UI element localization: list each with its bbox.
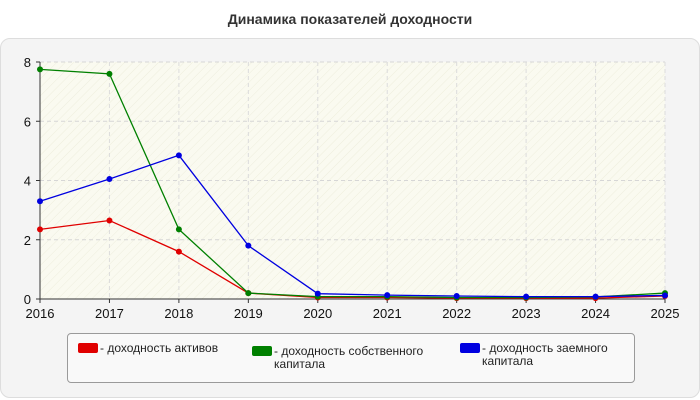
data-point-equity (245, 290, 252, 297)
data-point-debt (453, 293, 460, 300)
x-tick-label: 2017 (95, 306, 124, 321)
y-tick-label: 0 (24, 292, 31, 307)
x-tick-label: 2024 (581, 306, 610, 321)
data-point-debt (384, 292, 391, 299)
x-tick-label: 2021 (373, 306, 402, 321)
legend-item-equity: - доходность собственного капитала (252, 345, 432, 371)
legend-swatch-assets (78, 343, 98, 353)
legend-item-assets: - доходность активов (78, 342, 228, 355)
data-point-assets (37, 226, 43, 233)
x-tick-label: 2020 (303, 306, 332, 321)
legend: - доходность активов - доходность собств… (67, 333, 635, 383)
gridlines (40, 61, 666, 299)
y-tick-label: 2 (24, 233, 31, 248)
legend-swatch-debt (460, 343, 480, 353)
y-tick-label: 4 (24, 174, 31, 189)
data-point-assets (106, 217, 113, 224)
data-point-equity (175, 226, 182, 233)
data-point-debt (37, 198, 43, 205)
series-line-debt (39, 154, 666, 298)
data-point-debt (662, 292, 668, 299)
legend-swatch-equity (252, 346, 272, 356)
data-point-debt (106, 176, 113, 183)
data-point-debt (175, 152, 182, 159)
data-point-assets (175, 248, 182, 255)
data-point-debt (592, 293, 599, 300)
y-tick-label: 8 (24, 55, 31, 70)
x-tick-label: 2016 (26, 306, 55, 321)
x-tick-label: 2025 (651, 306, 680, 321)
data-point-equity (37, 66, 43, 73)
series-layer (37, 66, 668, 302)
series-line-assets (39, 219, 666, 299)
chart-title: Динамика показателей доходности (227, 11, 473, 27)
legend-label-debt: - доходность заемного капитала (482, 341, 608, 368)
x-tick-label: 2018 (164, 306, 193, 321)
x-tick-label: 2022 (442, 306, 471, 321)
data-point-equity (106, 70, 113, 77)
x-tick-label: 2019 (234, 306, 263, 321)
legend-label-equity: - доходность собственного капитала (274, 344, 424, 371)
tick-labels: 0 2 4 6 8 2016 2017 2018 2019 2020 2021 2022 2023 202… (24, 55, 680, 321)
legend-label-assets: - доходность активов (100, 341, 219, 355)
y-tick-label: 6 (24, 114, 31, 129)
x-tick-label: 2023 (512, 306, 541, 321)
legend-item-debt: - доходность заемного капитала (460, 342, 625, 368)
data-point-debt (314, 290, 321, 297)
data-point-debt (523, 293, 530, 300)
data-point-debt (245, 242, 252, 249)
